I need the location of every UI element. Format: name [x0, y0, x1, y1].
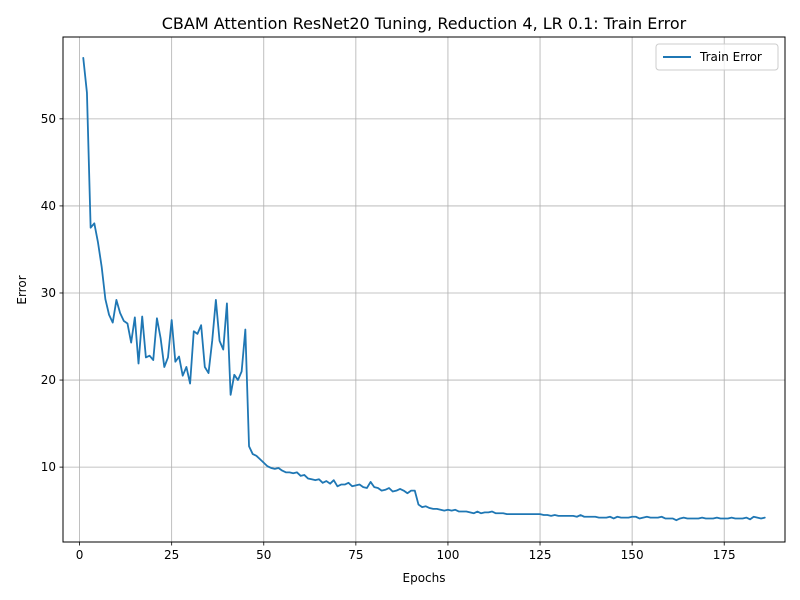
chart-title: CBAM Attention ResNet20 Tuning, Reductio…	[162, 14, 687, 33]
y-tick-label: 40	[41, 199, 56, 213]
x-tick-label: 175	[713, 548, 736, 562]
legend: Train Error	[655, 43, 779, 71]
y-tick-label: 30	[41, 286, 56, 300]
x-tick-label: 75	[348, 548, 363, 562]
legend-label-train-error: Train Error	[699, 50, 762, 64]
plot-frame	[62, 36, 786, 543]
grid	[63, 37, 785, 542]
y-tick-label: 10	[41, 460, 56, 474]
y-axis-label: Error	[15, 275, 29, 304]
x-tick-label: 25	[164, 548, 179, 562]
x-axis-label: Epochs	[403, 571, 446, 585]
x-tick-label: 100	[436, 548, 459, 562]
y-tick-label: 50	[41, 112, 56, 126]
x-axis: 0 25 50 75 100 125 150 175	[76, 542, 736, 562]
x-tick-label: 0	[76, 548, 84, 562]
y-tick-label: 20	[41, 373, 56, 387]
x-tick-label: 50	[256, 548, 271, 562]
series-line-train-error	[82, 57, 766, 522]
y-axis: 10 20 30 40 50	[41, 112, 63, 474]
x-tick-label: 150	[621, 548, 644, 562]
x-tick-label: 125	[529, 548, 552, 562]
series-layer	[82, 57, 766, 522]
legend-box	[655, 43, 779, 71]
